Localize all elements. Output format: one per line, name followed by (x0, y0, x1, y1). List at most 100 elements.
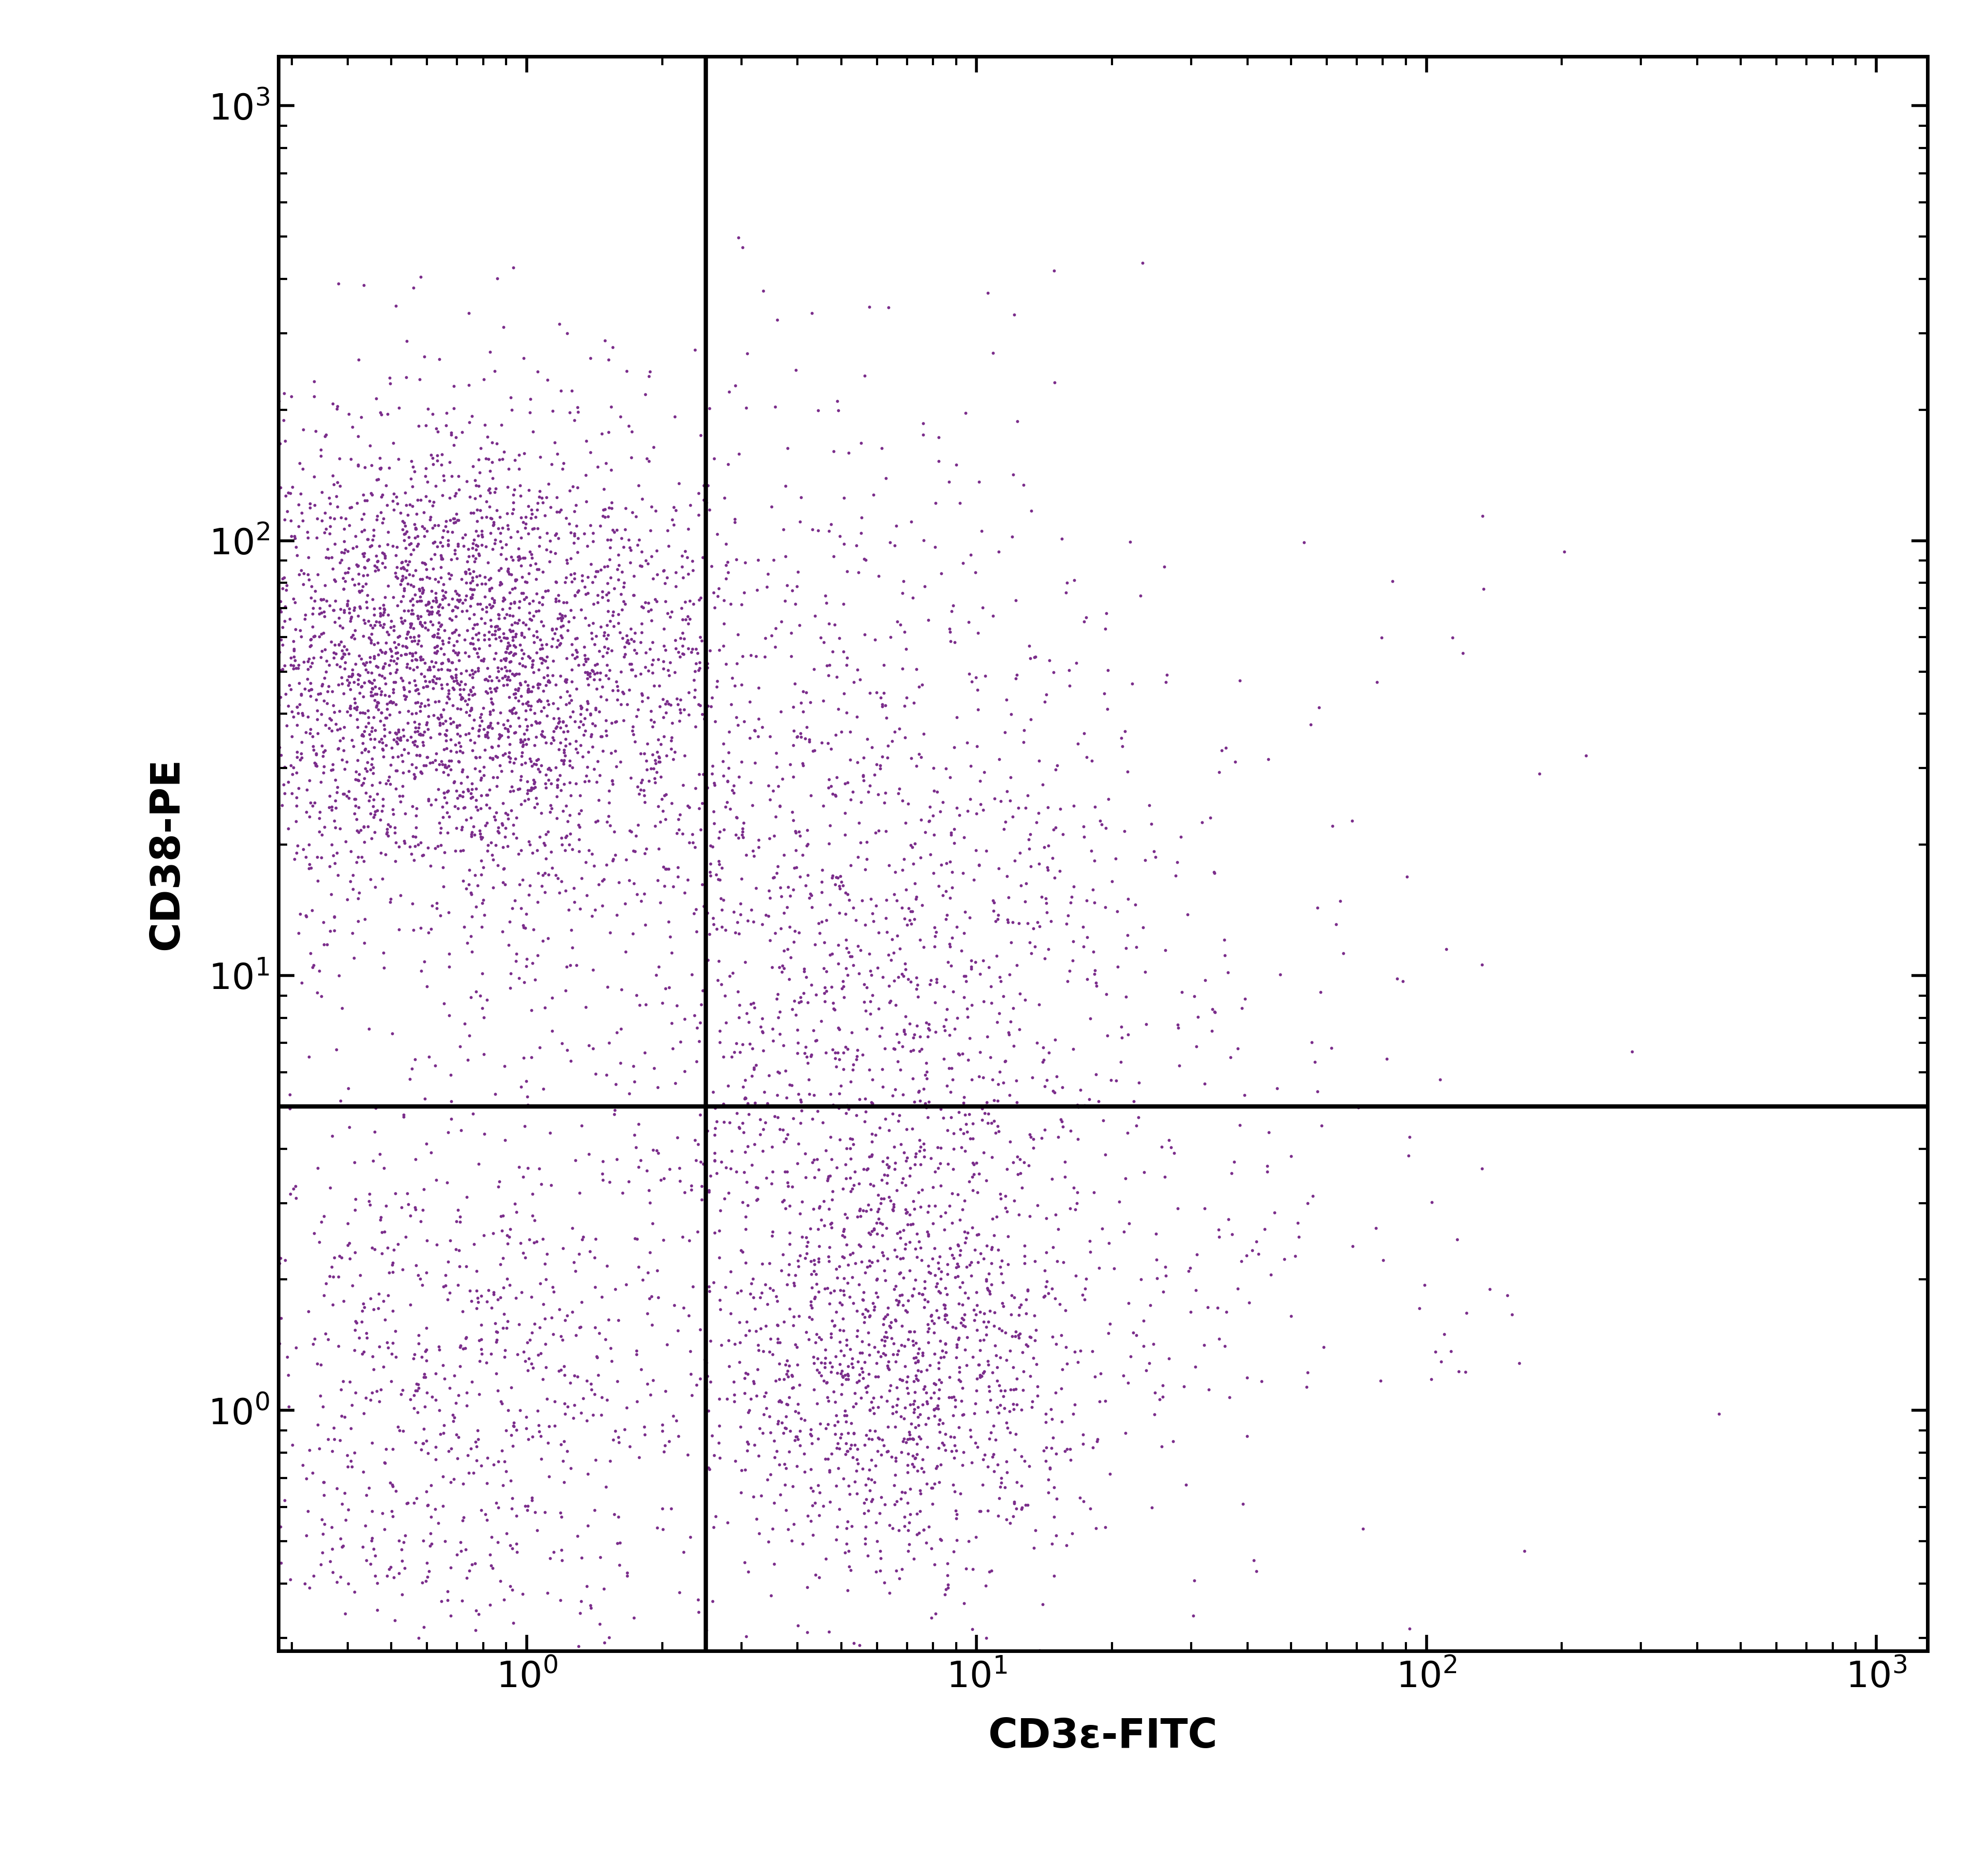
Point (368, 597, 399, 627)
Point (429, 578, 461, 608)
Point (523, 655, 554, 685)
Point (497, 610, 529, 640)
Point (1057, 1172, 1089, 1203)
Point (119, 1341, 151, 1371)
Point (900, 1219, 932, 1249)
Point (582, 649, 614, 679)
Point (497, 694, 529, 724)
Point (320, 567, 352, 597)
Point (598, 1499, 630, 1529)
Point (568, 572, 600, 602)
Point (707, 1041, 739, 1071)
Point (902, 1178, 934, 1208)
Point (401, 1369, 433, 1399)
Point (1290, 1371, 1321, 1401)
Point (640, 749, 672, 779)
Point (952, 994, 984, 1024)
Point (809, 627, 841, 657)
Point (682, 478, 713, 508)
Point (688, 704, 719, 734)
Point (485, 1201, 517, 1231)
Point (866, 1054, 898, 1084)
Point (860, 1450, 892, 1480)
Point (751, 1088, 783, 1118)
Point (811, 1413, 842, 1443)
Point (550, 643, 582, 673)
Point (248, 749, 280, 779)
Point (803, 1343, 835, 1373)
Point (936, 857, 968, 887)
Point (513, 675, 544, 705)
Point (419, 638, 451, 668)
Point (1017, 1343, 1049, 1373)
Point (511, 1082, 542, 1112)
Point (789, 1163, 821, 1193)
Point (425, 829, 457, 859)
Point (995, 1279, 1027, 1309)
Point (705, 1146, 737, 1176)
Point (368, 792, 399, 822)
Point (876, 1195, 908, 1225)
Point (817, 1034, 848, 1064)
Point (890, 1114, 922, 1144)
Point (852, 1218, 884, 1248)
Point (461, 495, 493, 525)
Point (491, 670, 523, 700)
Point (837, 1124, 868, 1154)
Point (252, 368, 284, 398)
Point (727, 1188, 759, 1218)
Point (658, 745, 689, 775)
Point (447, 777, 479, 807)
Point (310, 735, 342, 765)
Point (1079, 887, 1111, 917)
Point (348, 561, 380, 591)
Point (584, 658, 616, 688)
Point (550, 563, 582, 593)
Point (1031, 1478, 1063, 1508)
Point (473, 492, 505, 522)
Point (183, 597, 215, 627)
Point (429, 705, 461, 735)
Point (962, 1219, 994, 1249)
Point (533, 653, 564, 683)
Point (678, 1272, 709, 1302)
Point (467, 705, 499, 735)
Point (779, 1270, 811, 1300)
Point (290, 600, 322, 630)
Point (497, 1431, 529, 1461)
Point (219, 880, 250, 910)
Point (411, 1490, 443, 1520)
Point (719, 505, 751, 535)
Point (511, 705, 542, 735)
Point (972, 1398, 1003, 1428)
Point (928, 1011, 960, 1041)
Point (425, 527, 457, 557)
Point (572, 643, 604, 673)
Point (592, 1623, 624, 1653)
Point (1033, 1465, 1065, 1495)
Point (783, 816, 815, 846)
Point (324, 445, 356, 475)
Point (660, 737, 691, 767)
Point (348, 649, 380, 679)
Point (397, 822, 429, 852)
Point (425, 655, 457, 685)
Point (727, 642, 759, 672)
Point (374, 687, 405, 717)
Point (813, 1195, 844, 1225)
Point (878, 1195, 910, 1225)
Point (380, 638, 411, 668)
Point (380, 557, 411, 587)
Point (546, 1546, 578, 1576)
Point (654, 1154, 686, 1184)
Point (286, 505, 318, 535)
Point (330, 1598, 362, 1628)
Point (513, 492, 544, 522)
Point (1216, 1219, 1248, 1249)
Point (1057, 927, 1089, 957)
Point (527, 1223, 558, 1253)
Point (634, 1238, 666, 1268)
Point (682, 1129, 713, 1159)
Point (813, 1456, 844, 1486)
Point (640, 745, 672, 775)
